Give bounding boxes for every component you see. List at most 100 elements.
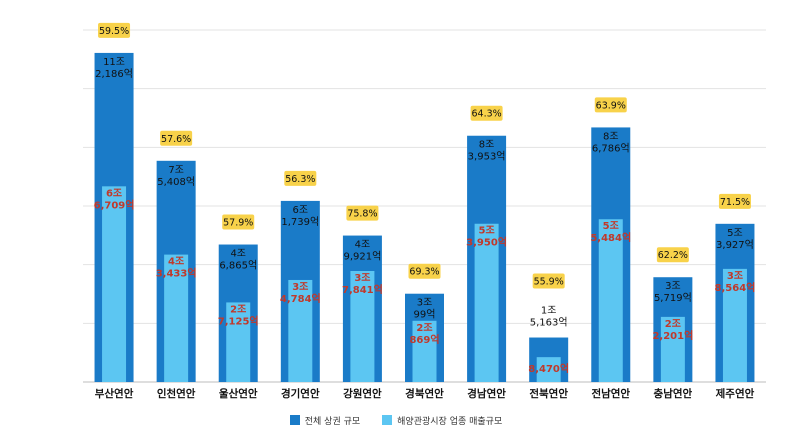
legend-swatch-tourism — [382, 415, 393, 425]
total-value-line1: 8조 — [603, 131, 619, 142]
bar-tourism — [226, 302, 251, 382]
legend-swatch-total — [289, 415, 300, 425]
total-value-label: 11조 2,186억 — [95, 57, 133, 80]
legend-item-total: 전체 상권 규모 — [289, 414, 361, 427]
ratio-badge — [594, 97, 627, 113]
total-value-line2: 6,786억 — [592, 142, 630, 154]
total-value-line2: 99억 — [414, 309, 436, 321]
total-value-label: 4조 6,865억 — [219, 249, 257, 272]
total-value-line2: 9,921억 — [343, 251, 381, 263]
ratio-badge — [346, 205, 379, 221]
bar-tourism — [598, 219, 623, 382]
tourism-value-line1: 3조 — [727, 270, 743, 282]
total-value-line2: 5,719억 — [654, 292, 692, 304]
total-value-line2: 5,163억 — [530, 317, 568, 329]
total-value-label: 6조 1,739억 — [281, 205, 319, 228]
tourism-value-line1: 2조 — [665, 318, 681, 330]
tourism-value-label: 8,470억 — [528, 363, 569, 375]
ratio-label: 75.8% — [347, 209, 377, 220]
total-value-line2: 5,408억 — [157, 176, 195, 188]
bar-tourism — [164, 254, 189, 382]
total-value-line1: 8조 — [479, 140, 495, 151]
tourism-value-line2: 6,709억 — [94, 199, 135, 211]
tourism-value-line2: 4,784억 — [280, 293, 321, 305]
tourism-value-line2: 7,841억 — [342, 284, 383, 296]
chart-legend: 전체 상권 규모 해양관광시장 업종 매출규모 — [0, 411, 792, 429]
tourism-value-line2: 3,950억 — [466, 237, 507, 249]
ratio-label: 69.3% — [409, 267, 439, 278]
ratio-badge — [98, 22, 131, 38]
tourism-value-label: 2조 869억 — [409, 322, 439, 346]
total-value-line1: 6조 — [293, 205, 309, 216]
ratio-label: 57.9% — [223, 218, 253, 229]
tourism-value-line1: 4조 — [168, 256, 184, 268]
total-value-label: 8조 3,953억 — [468, 140, 506, 163]
total-value-line1: 4조 — [230, 249, 246, 260]
total-value-label: 8조 6,786억 — [592, 131, 630, 154]
tourism-value-line1: 5조 — [479, 225, 495, 237]
tourism-value-label: 5조 5,484억 — [590, 220, 631, 244]
ratio-badge — [160, 130, 193, 146]
legend-label-total: 전체 상권 규모 — [304, 416, 361, 427]
tourism-value-label: 4조 3,433억 — [156, 256, 197, 280]
tourism-value-label: 5조 3,950억 — [466, 225, 507, 249]
total-value-line1: 3조 — [417, 298, 433, 309]
category-label: 전북연안 — [529, 387, 568, 400]
tourism-value-label: 3조 4,784억 — [280, 281, 321, 305]
ratio-badge — [408, 263, 441, 279]
category-label: 충남연안 — [654, 387, 693, 400]
total-value-label: 3조 5,719억 — [654, 281, 692, 304]
total-value-label: 5조 3,927억 — [716, 228, 754, 251]
total-value-label: 4조 9,921억 — [343, 240, 381, 263]
bar-tourism — [660, 316, 685, 382]
category-label: 전남연안 — [591, 387, 630, 400]
total-value-label: 3조 99억 — [414, 298, 436, 321]
ratio-label: 71.5% — [720, 197, 750, 208]
ratio-badge — [656, 247, 689, 263]
ratio-badge — [222, 214, 255, 230]
ratio-badge — [532, 273, 565, 289]
tourism-value-label: 3조 8,564억 — [715, 270, 756, 294]
total-value-line1: 4조 — [355, 240, 371, 251]
category-label: 강원연안 — [343, 387, 382, 400]
bar-tourism — [412, 320, 437, 382]
bar-tourism — [474, 223, 499, 382]
total-value-line2: 3,953억 — [468, 151, 506, 163]
tourism-value-line1: 6조 — [106, 187, 122, 199]
ratio-label: 55.9% — [534, 277, 564, 288]
total-value-line1: 3조 — [665, 281, 681, 292]
ratio-label: 59.5% — [99, 26, 129, 37]
tourism-value-label: 2조 7,125억 — [218, 303, 259, 327]
tourism-value-line2: 869억 — [409, 334, 439, 346]
bar-tourism — [288, 279, 313, 382]
total-value-line2: 2,186억 — [95, 68, 133, 80]
category-label: 경북연안 — [405, 387, 444, 400]
tourism-value-line2: 2,201억 — [652, 330, 693, 342]
total-value-line2: 1,739억 — [281, 216, 319, 228]
total-value-line1: 7조 — [168, 165, 184, 176]
tourism-value-line2: 8,470억 — [528, 363, 569, 375]
tourism-value-line1: 3조 — [354, 272, 370, 284]
category-label: 경기연안 — [281, 387, 320, 400]
ratio-badge — [470, 105, 503, 121]
total-value-line1: 1조 — [541, 306, 557, 317]
tourism-value-line1: 2조 — [416, 322, 432, 334]
ratio-label: 64.3% — [471, 109, 501, 120]
category-label: 경남연안 — [467, 387, 506, 400]
category-label: 부산연안 — [95, 387, 134, 400]
bar-tourism — [536, 357, 561, 382]
tourism-value-label: 6조 6,709억 — [94, 187, 135, 211]
ratio-label: 63.9% — [596, 100, 626, 111]
category-label: 울산연안 — [219, 387, 258, 400]
bar-tourism — [722, 268, 747, 382]
legend-item-tourism: 해양관광시장 업종 매출규모 — [382, 414, 502, 427]
ratio-label: 57.6% — [161, 134, 191, 145]
bar-tourism — [102, 186, 127, 382]
ratio-badge — [718, 193, 751, 209]
legend-label-tourism: 해양관광시장 업종 매출규모 — [397, 416, 503, 427]
tourism-value-line1: 5조 — [603, 220, 619, 232]
total-value-label: 7조 5,408억 — [157, 165, 195, 188]
total-value-line1: 5조 — [727, 228, 743, 239]
ratio-badge — [284, 170, 317, 186]
